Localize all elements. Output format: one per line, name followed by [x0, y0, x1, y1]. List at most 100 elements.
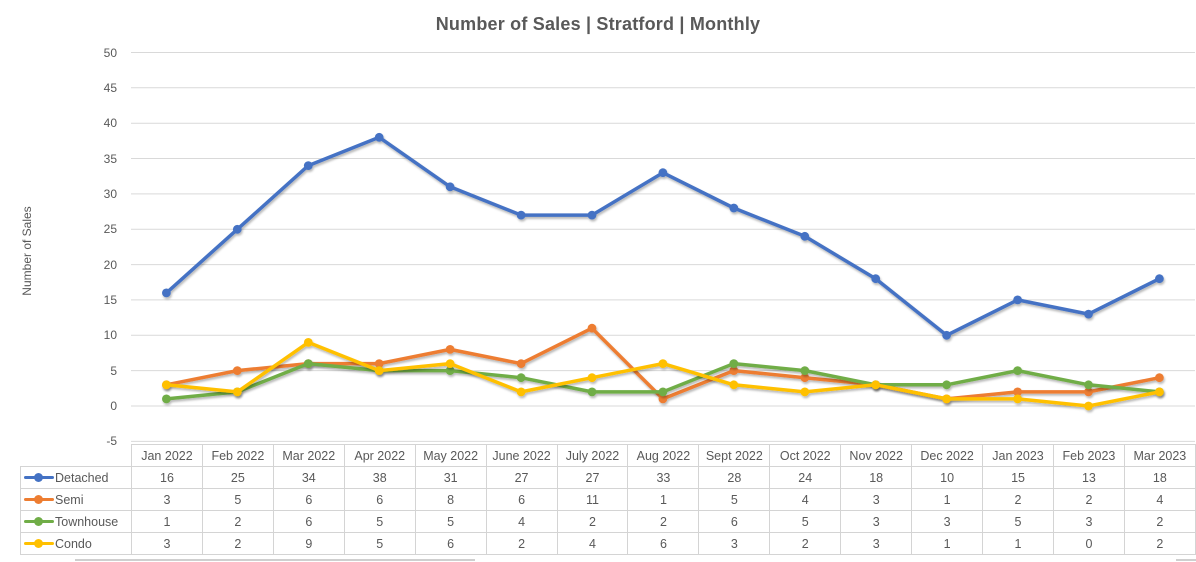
cropped-next-row-edge [75, 559, 475, 561]
y-axis-tick-label: 35 [103, 152, 117, 166]
legend-item-detached: Detached [20, 466, 132, 489]
legend-line-marker-icon [24, 473, 54, 482]
table-cell-semi-12: 2 [982, 488, 1054, 511]
table-cell-detached-11: 10 [911, 466, 984, 489]
data-point-condo-9 [800, 387, 810, 397]
data-point-condo-6 [587, 373, 597, 383]
table-cell-condo-13: 0 [1052, 532, 1125, 555]
data-point-detached-4 [445, 182, 455, 192]
table-cell-semi-6: 11 [556, 488, 629, 511]
data-point-semi-7 [658, 394, 668, 404]
data-point-townhouse-12 [1013, 366, 1022, 375]
y-axis-tick-label: 25 [103, 222, 117, 236]
chart-title: Number of Sales | Stratford | Monthly [435, 14, 761, 34]
gridlines [131, 52, 1195, 442]
data-point-townhouse-13 [1084, 380, 1093, 390]
column-header-month: Feb 2022 [201, 444, 274, 467]
table-cell-townhouse-4: 5 [414, 510, 487, 533]
table-cell-detached-1: 25 [201, 466, 274, 489]
data-point-townhouse-0 [162, 394, 171, 404]
table-cell-detached-7: 33 [627, 466, 700, 489]
table-cell-townhouse-1: 2 [201, 510, 274, 533]
table-cell-semi-1: 5 [201, 488, 274, 511]
data-point-detached-8 [729, 203, 739, 213]
data-point-semi-12 [1013, 387, 1022, 397]
column-header-month: June 2022 [485, 444, 558, 467]
data-point-semi-5 [516, 359, 526, 368]
data-point-detached-6 [587, 210, 597, 220]
y-axis-tick-label: 20 [103, 258, 117, 272]
data-point-townhouse-7 [658, 387, 668, 397]
cropped-next-row-edge-right [1176, 559, 1196, 561]
data-point-semi-14 [1155, 373, 1164, 383]
table-cell-semi-13: 2 [1052, 488, 1125, 511]
table-cell-townhouse-10: 3 [840, 510, 913, 533]
table-cell-semi-10: 3 [840, 488, 913, 511]
legend-label: Townhouse [55, 514, 119, 529]
data-point-condo-4 [445, 359, 455, 368]
table-cell-detached-4: 31 [414, 466, 487, 489]
table-cell-semi-2: 6 [272, 488, 345, 511]
table-cell-condo-11: 1 [911, 532, 984, 555]
data-point-condo-5 [516, 387, 526, 397]
legend-line-marker-icon [24, 495, 54, 504]
y-axis-tick-label: 45 [103, 81, 117, 95]
table-row-detached: Detached 16 25 34 38 31 27 27 33 28 24 18 10 15 13 18 [20, 466, 1196, 489]
table-cell-semi-4: 8 [414, 488, 487, 511]
legend-line-marker-icon [24, 517, 54, 526]
data-point-condo-10 [871, 380, 881, 390]
series-line-detached [162, 132, 1164, 340]
table-row-condo: Condo 3 2 9 5 6 2 4 6 3 2 3 1 1 0 2 [20, 532, 1196, 555]
table-cell-condo-2: 9 [272, 532, 345, 555]
table-cell-detached-9: 24 [769, 466, 842, 489]
table-cell-detached-14: 18 [1123, 466, 1196, 489]
table-cell-townhouse-0: 1 [131, 510, 203, 533]
data-point-condo-3 [374, 366, 384, 375]
table-cell-condo-10: 3 [840, 532, 913, 555]
data-point-detached-9 [800, 231, 810, 241]
data-point-condo-11 [942, 394, 951, 404]
table-cell-townhouse-3: 5 [343, 510, 416, 533]
table-cell-condo-8: 3 [698, 532, 771, 555]
column-header-month: Jan 2022 [131, 444, 203, 467]
series-line-condo [162, 338, 1164, 411]
legend-item-townhouse: Townhouse [20, 510, 132, 533]
data-point-condo-2 [303, 338, 313, 347]
column-header-month: Feb 2023 [1052, 444, 1125, 467]
data-point-semi-9 [800, 373, 810, 383]
table-cell-townhouse-12: 5 [982, 510, 1054, 533]
table-cell-townhouse-11: 3 [911, 510, 984, 533]
data-point-detached-5 [516, 210, 526, 220]
table-cell-condo-4: 6 [414, 532, 487, 555]
table-cell-condo-9: 2 [769, 532, 842, 555]
table-cell-condo-3: 5 [343, 532, 416, 555]
table-row-townhouse: Townhouse 1 2 6 5 5 4 2 2 6 5 3 3 5 3 2 [20, 510, 1196, 533]
data-point-townhouse-6 [587, 387, 597, 397]
y-axis-tick-label: 40 [103, 116, 117, 130]
data-table-legend: Jan 2022 Feb 2022 Mar 2022 Apr 2022 May 2022… [20, 444, 1196, 555]
data-point-detached-7 [658, 168, 668, 178]
column-header-month: May 2022 [414, 444, 487, 467]
data-point-condo-8 [729, 380, 739, 390]
column-header-month: Jan 2023 [982, 444, 1054, 467]
y-axis-tick-label: 50 [103, 46, 117, 60]
data-point-semi-4 [445, 345, 455, 354]
column-header-month: July 2022 [556, 444, 629, 467]
table-cell-townhouse-9: 5 [769, 510, 842, 533]
table-cell-condo-0: 3 [131, 532, 203, 555]
table-cell-townhouse-13: 3 [1052, 510, 1125, 533]
y-axis-tick-label: 0 [110, 399, 117, 413]
table-cell-detached-10: 18 [840, 466, 913, 489]
table-cell-semi-9: 4 [769, 488, 842, 511]
column-header-month: Mar 2022 [272, 444, 345, 467]
column-header-month: Oct 2022 [769, 444, 842, 467]
y-axis-tick-label: 30 [103, 187, 117, 201]
table-cell-semi-3: 6 [343, 488, 416, 511]
data-point-detached-3 [374, 132, 384, 142]
data-point-detached-10 [871, 274, 881, 284]
legend-line-marker-icon [24, 539, 54, 548]
series-line-semi [162, 323, 1164, 404]
column-header-month: Dec 2022 [911, 444, 984, 467]
table-cell-condo-5: 2 [485, 532, 558, 555]
table-cell-detached-8: 28 [698, 466, 771, 489]
